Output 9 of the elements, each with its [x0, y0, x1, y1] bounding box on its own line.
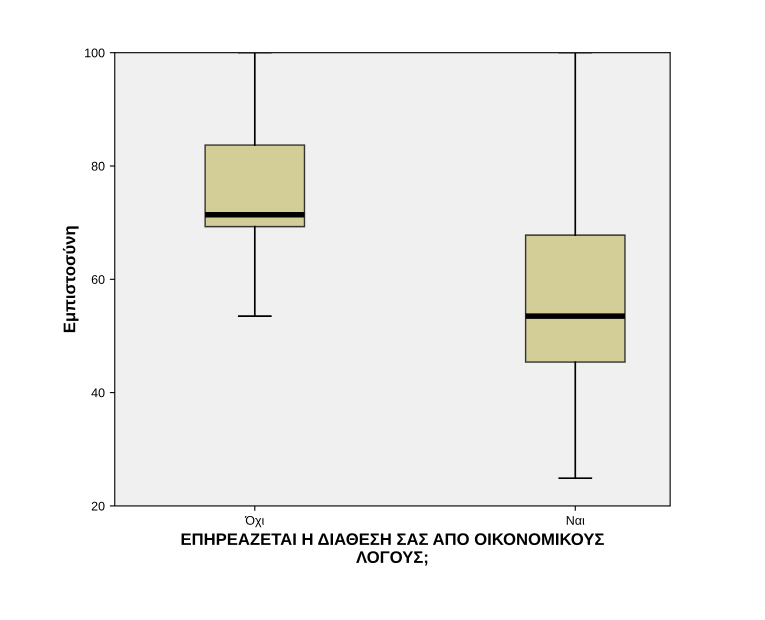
- y-tick-label: 60: [92, 275, 105, 284]
- x-tick-label: Ναι: [566, 516, 584, 525]
- x-axis-title: ΕΠΗΡΕΑΖΕΤΑΙ Η ΔΙΑΘΕΣΗ ΣΑΣ ΑΠΟ ΟΙΚΟΝΟΜΙΚΟΥΣ ΛΟΓΟΥΣ;: [182, 533, 604, 566]
- y-axis-title: Εμπιστοσύνη: [62, 226, 79, 332]
- x-tick-label: Όχι: [244, 516, 264, 528]
- y-tick-label: 20: [92, 502, 105, 511]
- y-tick-label: 100: [85, 48, 105, 58]
- y-tick-label: 40: [91, 388, 105, 398]
- y-tick-label: 80: [92, 162, 105, 171]
